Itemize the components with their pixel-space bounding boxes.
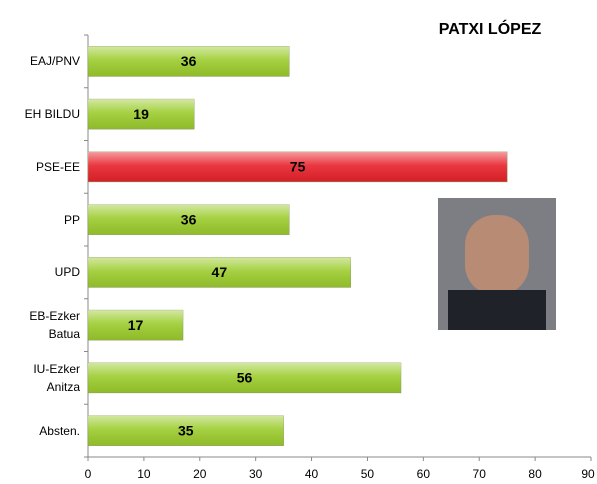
chart: PATXI LÓPEZ 0 10 20 30 40 50 60 70 80 90 36 19 75 36 4… [0, 0, 597, 484]
portrait-suit [448, 290, 546, 330]
x-tick-label: 50 [361, 467, 375, 481]
value-label: 36 [181, 211, 197, 227]
x-tick-label: 80 [528, 467, 542, 481]
portrait-face [465, 215, 529, 295]
x-tick-label: 10 [137, 467, 151, 481]
x-tick-label: 40 [305, 467, 319, 481]
y-tick-label: EAJ/PNV [14, 52, 80, 70]
x-tick-label: 90 [581, 467, 595, 481]
value-label: 47 [212, 264, 228, 280]
x-tick-label: 30 [249, 467, 263, 481]
value-label: 35 [178, 422, 194, 438]
value-label: 19 [133, 106, 149, 122]
value-label: 56 [237, 370, 253, 386]
y-tick-label: Absten. [14, 422, 80, 440]
y-tick-label: EH BILDU [14, 105, 80, 123]
page: PATXI LÓPEZ 0 10 20 30 40 50 60 70 80 90 36 19 75 36 4… [0, 0, 597, 484]
y-tick-label: PP [14, 211, 80, 229]
value-label: 75 [290, 159, 306, 175]
y-tick-label: PSE-EE [14, 158, 80, 176]
y-tick-label: IU-Ezker Anitza [14, 360, 80, 396]
x-tick-label: 0 [85, 467, 92, 481]
y-tick-label: EB-Ezker Batua [14, 307, 80, 343]
y-tick-label: UPD [14, 263, 80, 281]
x-tick-label: 70 [473, 467, 487, 481]
chart-title: PATXI LÓPEZ [439, 19, 542, 38]
value-label: 36 [181, 53, 197, 69]
value-label: 17 [128, 317, 144, 333]
x-tick-label: 20 [193, 467, 207, 481]
x-tick-label: 60 [417, 467, 431, 481]
